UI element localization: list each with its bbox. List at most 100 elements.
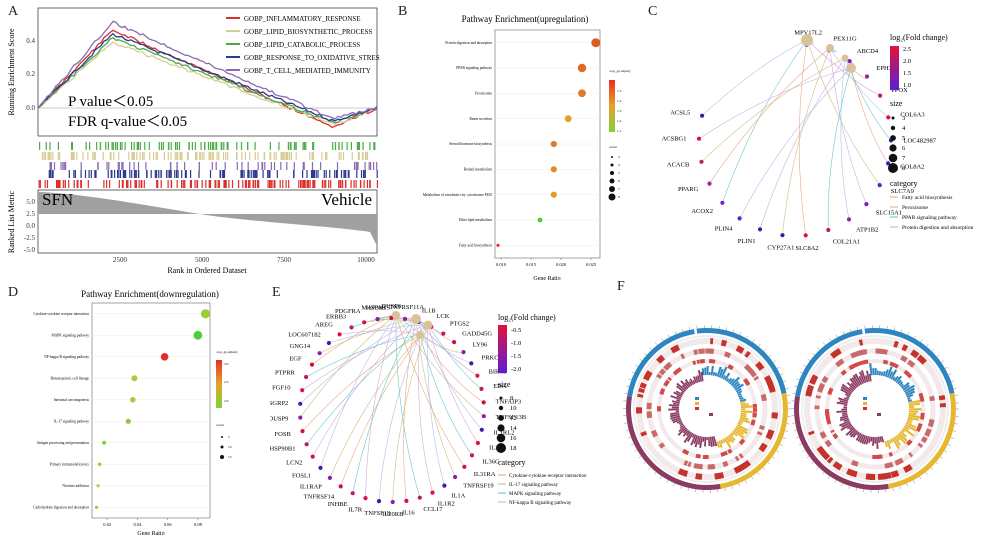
hit-bar bbox=[303, 142, 305, 150]
network-edge bbox=[300, 314, 397, 418]
hit-bar bbox=[290, 152, 293, 160]
hit-bar bbox=[167, 142, 170, 150]
track-block bbox=[682, 448, 690, 456]
category-label: Steroid hormone biosynthesis bbox=[449, 142, 492, 146]
hit-bar bbox=[125, 170, 127, 178]
size-key bbox=[890, 125, 896, 131]
inner-bar bbox=[734, 383, 744, 391]
hit-bar bbox=[247, 170, 249, 178]
track-block bbox=[826, 456, 834, 464]
size-key bbox=[609, 178, 615, 184]
inner-bar bbox=[899, 430, 907, 438]
hit-bar bbox=[85, 142, 87, 150]
size-key bbox=[499, 396, 503, 400]
hit-bar bbox=[343, 170, 345, 178]
hit-bar bbox=[323, 170, 325, 178]
hit-bar bbox=[303, 162, 305, 170]
hit-bar bbox=[186, 152, 189, 160]
hit-bar bbox=[109, 180, 111, 188]
gene-node bbox=[846, 217, 852, 222]
hit-bar bbox=[87, 180, 89, 188]
inner-bar bbox=[740, 410, 753, 414]
category-item: Cytokine-cytokine receptor interaction bbox=[509, 474, 587, 479]
color-tick: -1.0 bbox=[511, 340, 521, 347]
inner-bar bbox=[738, 395, 743, 398]
hit-bar bbox=[119, 170, 121, 178]
hit-bar bbox=[358, 152, 360, 160]
gene-node bbox=[481, 414, 486, 419]
gene-label: DUSP6 bbox=[381, 303, 402, 310]
category-item: IL-17 signaling pathway bbox=[509, 483, 559, 488]
inner-bar bbox=[702, 436, 705, 442]
hit-bar bbox=[156, 180, 158, 188]
hit-bar bbox=[59, 152, 61, 160]
gene-node bbox=[349, 325, 354, 330]
gene-label: IL37 bbox=[489, 444, 502, 451]
track-block bbox=[938, 394, 946, 401]
hit-bar bbox=[180, 152, 182, 160]
outer-ring-segment bbox=[795, 329, 863, 398]
inner-bar bbox=[697, 436, 702, 445]
hit-bar bbox=[353, 180, 355, 188]
inner-bar bbox=[858, 375, 864, 385]
inner-bar bbox=[888, 439, 892, 444]
inner-bar bbox=[676, 395, 682, 399]
pathway-node bbox=[841, 54, 849, 62]
gene-label: IL1R2 bbox=[438, 500, 455, 507]
hit-bar bbox=[356, 142, 358, 150]
hit-bar bbox=[63, 162, 65, 170]
track-block bbox=[698, 348, 705, 355]
hit-bar bbox=[106, 162, 108, 170]
hit-bar bbox=[356, 162, 359, 170]
inner-bar bbox=[841, 408, 848, 411]
network-edge bbox=[415, 318, 478, 376]
hit-bar bbox=[90, 170, 92, 178]
hit-bar bbox=[65, 162, 67, 170]
inner-bar bbox=[670, 412, 680, 415]
ytick-top: 0.2 bbox=[26, 70, 35, 78]
hit-bar bbox=[145, 162, 147, 170]
gene-node bbox=[877, 183, 882, 188]
hit-bar bbox=[184, 170, 186, 178]
ytick-bottom: -2.5 bbox=[24, 234, 36, 242]
gene-node bbox=[298, 415, 303, 420]
track-block bbox=[704, 454, 709, 459]
gene-node bbox=[826, 227, 831, 233]
category-item: Fatty acid biosynthesis bbox=[902, 195, 952, 201]
inner-bar bbox=[736, 390, 743, 395]
hit-bar bbox=[62, 180, 64, 188]
track-block bbox=[658, 442, 666, 449]
hit-bar bbox=[195, 152, 197, 160]
track-block bbox=[699, 359, 705, 364]
network-edge bbox=[427, 324, 482, 390]
track-block bbox=[695, 453, 701, 459]
hit-bar bbox=[190, 180, 192, 188]
track-block bbox=[667, 376, 672, 382]
enrichment-curve bbox=[37, 20, 378, 120]
inner-bar bbox=[739, 416, 749, 421]
hit-bar bbox=[68, 180, 70, 188]
inner-bar bbox=[735, 387, 742, 393]
inner-bar bbox=[716, 441, 721, 448]
gene-node bbox=[327, 475, 332, 480]
track-block bbox=[855, 360, 863, 367]
gene-node bbox=[847, 59, 852, 64]
inner-bar bbox=[725, 436, 731, 443]
inner-bar bbox=[692, 379, 696, 385]
track-block bbox=[903, 369, 909, 375]
hit-bar bbox=[320, 162, 322, 170]
hit-bar bbox=[137, 170, 140, 178]
hit-bar bbox=[370, 162, 372, 170]
inner-bar bbox=[714, 372, 718, 377]
hit-bar bbox=[369, 180, 371, 188]
hit-bar bbox=[258, 180, 260, 188]
gene-label: FGF10 bbox=[272, 385, 290, 392]
hit-bar bbox=[122, 162, 124, 170]
hit-bar bbox=[312, 142, 314, 150]
inner-bar bbox=[874, 436, 877, 444]
inner-bar bbox=[682, 429, 690, 437]
gene-label: GNG14 bbox=[290, 343, 311, 350]
track-block bbox=[696, 359, 700, 365]
hit-bar bbox=[276, 170, 278, 178]
hit-bar bbox=[366, 152, 369, 160]
